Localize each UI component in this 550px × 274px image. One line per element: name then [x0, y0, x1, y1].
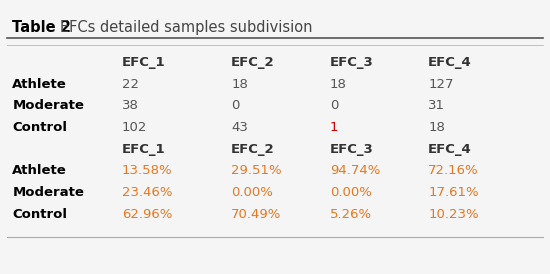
- Text: 94.74%: 94.74%: [329, 164, 380, 177]
- Text: Control: Control: [12, 121, 67, 134]
- Text: 18: 18: [428, 121, 445, 134]
- Text: EFC_2: EFC_2: [231, 143, 275, 156]
- Text: 62.96%: 62.96%: [122, 208, 172, 221]
- Text: EFC_1: EFC_1: [122, 143, 166, 156]
- Text: Athlete: Athlete: [12, 78, 67, 91]
- Text: 31: 31: [428, 99, 445, 112]
- Text: 13.58%: 13.58%: [122, 164, 172, 177]
- Text: 72.16%: 72.16%: [428, 164, 479, 177]
- Text: Table 2: Table 2: [12, 20, 71, 35]
- Text: Athlete: Athlete: [12, 164, 67, 177]
- Text: EFC_3: EFC_3: [329, 56, 373, 69]
- Text: 18: 18: [231, 78, 248, 91]
- Text: Moderate: Moderate: [12, 186, 84, 199]
- Text: 17.61%: 17.61%: [428, 186, 479, 199]
- Text: 23.46%: 23.46%: [122, 186, 172, 199]
- Text: EFC_2: EFC_2: [231, 56, 275, 69]
- Text: 43: 43: [231, 121, 248, 134]
- Text: EFC_4: EFC_4: [428, 143, 472, 156]
- Text: 70.49%: 70.49%: [231, 208, 282, 221]
- Text: 0: 0: [329, 99, 338, 112]
- Text: 102: 102: [122, 121, 147, 134]
- Text: 5.26%: 5.26%: [329, 208, 372, 221]
- Text: 38: 38: [122, 99, 139, 112]
- Text: Control: Control: [12, 208, 67, 221]
- Text: 127: 127: [428, 78, 454, 91]
- Text: 0.00%: 0.00%: [231, 186, 273, 199]
- Text: 29.51%: 29.51%: [231, 164, 282, 177]
- Text: EFC_1: EFC_1: [122, 56, 166, 69]
- Text: EFCs detailed samples subdivision: EFCs detailed samples subdivision: [60, 20, 313, 35]
- Text: 22: 22: [122, 78, 139, 91]
- Text: EFC_3: EFC_3: [329, 143, 373, 156]
- Text: Moderate: Moderate: [12, 99, 84, 112]
- Text: 10.23%: 10.23%: [428, 208, 479, 221]
- Text: 0: 0: [231, 99, 240, 112]
- Text: EFC_4: EFC_4: [428, 56, 472, 69]
- Text: 1: 1: [329, 121, 338, 134]
- Text: 18: 18: [329, 78, 346, 91]
- Text: 0.00%: 0.00%: [329, 186, 372, 199]
